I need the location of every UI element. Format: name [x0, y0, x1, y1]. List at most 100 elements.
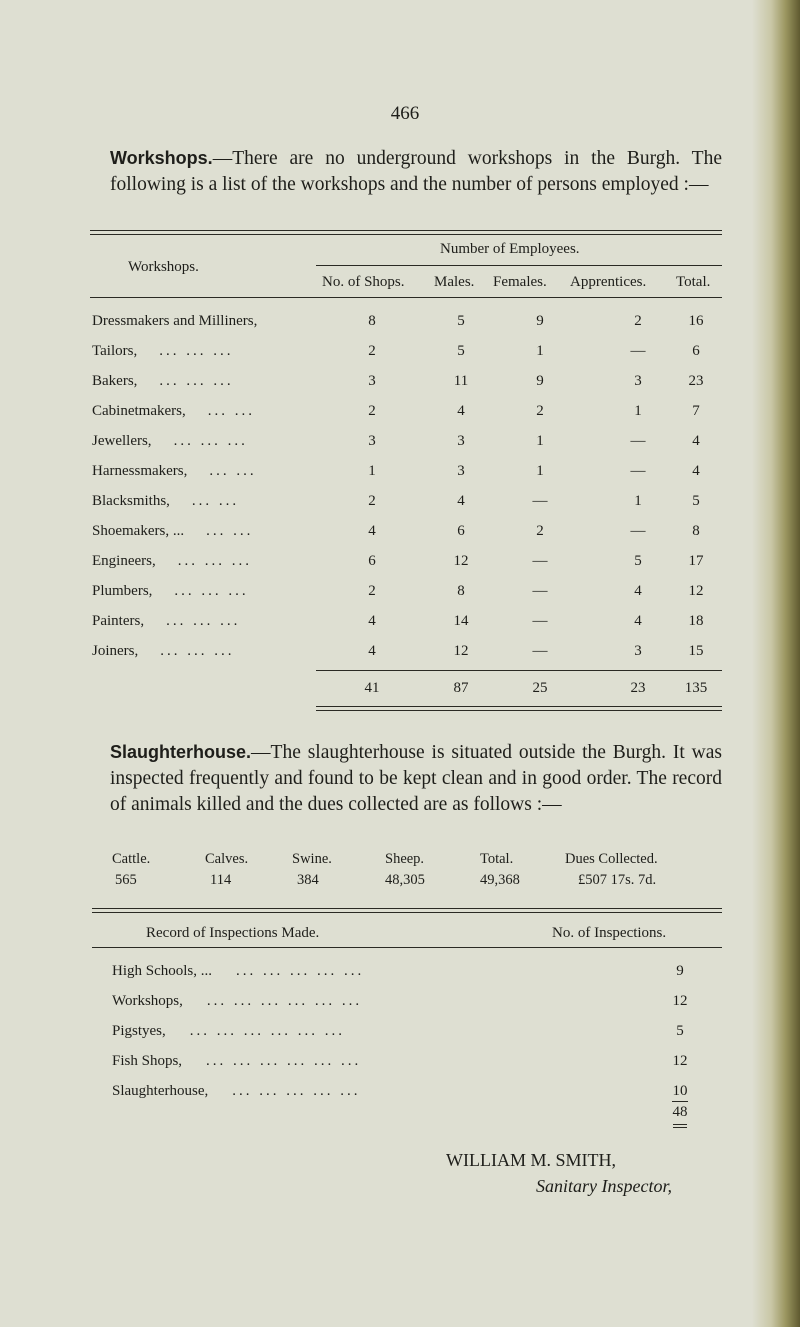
cell-females: 2 — [536, 403, 544, 419]
summary-value-swine: 384 — [297, 872, 319, 888]
cell-males: 5 — [457, 313, 465, 329]
cell-females: — — [532, 643, 548, 659]
cell-total: 16 — [688, 313, 704, 329]
summary-header-total: Total. — [480, 851, 514, 867]
leader-dots: ... ... — [191, 493, 240, 509]
row-name: Tailors, — [92, 343, 138, 359]
inspections-top-rule-2 — [92, 912, 722, 913]
row-name: Jewellers, — [92, 433, 152, 449]
row-label: Cabinetmakers, ... ... — [92, 403, 255, 420]
cell-females: — — [532, 613, 548, 629]
cell-males: 6 — [457, 523, 465, 539]
leader-dots: ... ... ... — [177, 553, 252, 569]
page-edge-shadow — [752, 0, 800, 1327]
inspections-header-right: No. of Inspections. — [552, 925, 667, 941]
cell-shops: 4 — [368, 643, 376, 659]
cell-apprentices: — — [630, 343, 646, 359]
summary-header-calves: Calves. — [205, 851, 249, 867]
cell-males: 12 — [453, 643, 469, 659]
cell-total: 4 — [692, 433, 700, 449]
slaughterhouse-paragraph: Slaughterhouse.—The slaughterhouse is si… — [110, 739, 722, 818]
row-label: Tailors, ... ... ... — [92, 343, 233, 360]
cell-total: 23 — [688, 373, 704, 389]
summary-header-swine: Swine. — [292, 851, 332, 867]
summary-header-cattle: Cattle. — [112, 851, 151, 867]
cell-total: 5 — [692, 493, 700, 509]
cell-shops: 2 — [368, 493, 376, 509]
summary-value-dues: £507 17s. 7d. — [578, 872, 657, 888]
row-label: Engineers, ... ... ... — [92, 553, 252, 570]
row-label: Blacksmiths, ... ... — [92, 493, 239, 510]
leader-dots: ... ... — [206, 523, 254, 539]
cell-apprentices: 2 — [634, 313, 642, 329]
row-label: Jewellers, ... ... ... — [92, 433, 248, 450]
leader-dots: ... ... ... — [166, 613, 241, 629]
inspections-header-rule — [92, 947, 722, 948]
group-rule — [316, 265, 722, 266]
cell-shops: 4 — [368, 613, 376, 629]
cell-females: 1 — [536, 343, 544, 359]
table-top-rule — [90, 230, 722, 231]
total-females: 25 — [532, 680, 548, 696]
row-label: High Schools, ... ... ... ... ... ... — [112, 963, 364, 980]
cell-apprentices: — — [630, 463, 646, 479]
cell-apprentices: 3 — [634, 373, 642, 389]
cell-apprentices: 1 — [634, 493, 642, 509]
cell-total: 18 — [688, 613, 704, 629]
total-apprentices: 23 — [630, 680, 646, 696]
total-total: 135 — [684, 680, 708, 696]
cell-males: 4 — [457, 403, 465, 419]
workshops-heading: Workshops. — [110, 148, 213, 168]
cell-total: 8 — [692, 523, 700, 539]
cell-females: 2 — [536, 523, 544, 539]
col-header-total: Total. — [676, 274, 711, 290]
row-label: Harnessmakers, ... ... — [92, 463, 257, 480]
row-label: Shoemakers, ... ... ... — [92, 523, 253, 540]
row-name: Slaughterhouse, — [112, 1083, 209, 1099]
row-header: Workshops. — [128, 259, 199, 275]
row-label: Joiners, ... ... ... — [92, 643, 235, 660]
cell-males: 5 — [457, 343, 465, 359]
leader-dots: ... ... — [209, 463, 257, 479]
workshops-paragraph: Workshops.—There are no underground work… — [110, 145, 722, 198]
leader-dots: ... ... ... — [159, 343, 234, 359]
leader-dots: ... ... ... ... ... ... — [206, 1053, 362, 1069]
row-name: Fish Shops, — [112, 1053, 183, 1069]
workshops-text: —There are no underground workshops in t… — [110, 148, 722, 195]
bottom-rule — [316, 706, 722, 707]
cell-inspections: 9 — [676, 963, 684, 979]
row-name: Painters, — [92, 613, 145, 629]
row-label: Painters, ... ... ... — [92, 613, 240, 630]
cell-males: 12 — [453, 553, 469, 569]
cell-shops: 1 — [368, 463, 376, 479]
row-name: Pigstyes, — [112, 1023, 166, 1039]
cell-shops: 2 — [368, 403, 376, 419]
table-top-rule-2 — [90, 234, 722, 235]
cell-apprentices: 4 — [634, 583, 642, 599]
cell-total: 12 — [688, 583, 704, 599]
cell-apprentices: — — [630, 433, 646, 449]
col-header-shops: No. of Shops. — [322, 274, 405, 290]
inspections-header-left: Record of Inspections Made. — [146, 925, 320, 941]
row-name: Workshops, — [112, 993, 183, 1009]
leader-dots: ... ... ... — [160, 643, 235, 659]
summary-header-sheep: Sheep. — [385, 851, 425, 867]
inspections-total: 48 — [672, 1104, 688, 1120]
total-shops: 41 — [364, 680, 380, 696]
row-name: Shoemakers, ... — [92, 523, 185, 539]
inspections-total-double-rule-2 — [673, 1127, 687, 1128]
slaughterhouse-text: —The slaughterhouse is situated outside … — [110, 742, 722, 815]
cell-inspections: 12 — [672, 993, 688, 1009]
leader-dots: ... ... ... ... ... ... — [206, 993, 363, 1009]
cell-inspections: 10 — [672, 1083, 688, 1099]
leader-dots: ... ... ... — [174, 583, 249, 599]
inspections-top-rule — [92, 908, 722, 909]
col-header-females: Females. — [493, 274, 547, 290]
cell-apprentices: 5 — [634, 553, 642, 569]
cell-total: 4 — [692, 463, 700, 479]
row-label: Dressmakers and Milliners, — [92, 313, 279, 330]
page-number: 466 — [390, 103, 420, 124]
bottom-rule-2 — [316, 710, 722, 711]
cell-females: — — [532, 583, 548, 599]
leader-dots: ... ... ... ... ... ... — [189, 1023, 346, 1039]
